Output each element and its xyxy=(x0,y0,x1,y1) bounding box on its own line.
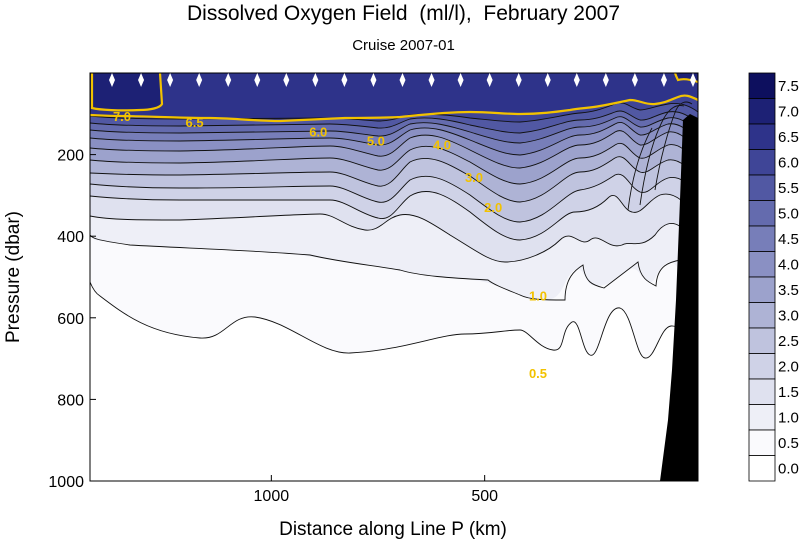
colorbar-swatch-6.5 xyxy=(748,123,776,150)
contour-label-7.0: 7.0 xyxy=(113,109,131,124)
station-marker xyxy=(428,73,435,87)
contour-label-3.0: 3.0 xyxy=(465,170,483,185)
seafloor xyxy=(660,114,698,481)
contour-label-1.0: 1.0 xyxy=(529,288,547,303)
contour-label-4.0: 4.0 xyxy=(433,137,451,152)
colorbar-swatch-5.0 xyxy=(748,200,776,227)
station-marker xyxy=(196,73,203,87)
colorbar-swatch-1.5 xyxy=(748,378,776,405)
station-marker xyxy=(602,73,609,87)
colorbar-swatch-0.0 xyxy=(748,455,776,482)
station-marker xyxy=(341,73,348,87)
station-marker xyxy=(399,73,406,87)
station-markers xyxy=(109,73,696,87)
station-marker xyxy=(515,73,522,87)
colorbar-swatch-1.0 xyxy=(748,404,776,431)
station-marker xyxy=(631,73,638,87)
contour-label-5.0: 5.0 xyxy=(367,133,385,148)
contour-label-6.0: 6.0 xyxy=(309,124,327,139)
y-axis: 200 400 600 800 1000 xyxy=(48,148,96,491)
colorbar-label-3.5: 3.5 xyxy=(778,282,799,299)
colorbar-swatch-5.5 xyxy=(748,174,776,201)
colorbar-label-4.5: 4.5 xyxy=(778,231,799,248)
contour-lines xyxy=(90,101,698,361)
y-axis-title: Pressure (dbar) xyxy=(3,211,24,343)
colorbar-label-1.5: 1.5 xyxy=(778,384,799,401)
x-axis-title: Distance along Line P (km) xyxy=(279,519,507,540)
station-marker xyxy=(138,73,145,87)
colorbar-label-7.5: 7.5 xyxy=(778,78,799,95)
y-tick-label-0: 200 xyxy=(57,148,84,165)
colorbar-swatch-2.5 xyxy=(748,327,776,354)
band-7.0 xyxy=(90,73,162,111)
colorbar-label-4.0: 4.0 xyxy=(778,256,799,273)
station-marker xyxy=(225,73,232,87)
colorbar-label-7.0: 7.0 xyxy=(778,103,799,120)
colorbar-label-6.5: 6.5 xyxy=(778,129,799,146)
colorbar-label-2.5: 2.5 xyxy=(778,333,799,350)
contour-label-2.0: 2.0 xyxy=(484,200,502,215)
station-marker xyxy=(254,73,261,87)
station-marker xyxy=(109,73,115,87)
colorbar-swatch-3.0 xyxy=(748,302,776,329)
x-axis: 1000 500 xyxy=(254,475,498,505)
contour-labels: 7.0 6.5 6.0 5.0 4.0 3.02.0 1.0 0.5 xyxy=(113,109,547,381)
station-marker xyxy=(370,73,377,87)
contour-field xyxy=(90,73,698,481)
y-tick-label-1: 400 xyxy=(57,229,84,246)
station-marker xyxy=(690,73,696,87)
chart-subtitle: Cruise 2007-01 xyxy=(352,37,455,54)
colorbar-swatch-4.5 xyxy=(748,225,776,252)
colorbar-swatch-6.0 xyxy=(748,149,776,176)
station-marker xyxy=(660,73,667,87)
colorbar-swatch-7.0 xyxy=(748,98,776,125)
station-marker xyxy=(544,73,551,87)
plot-frame xyxy=(89,72,699,482)
chart-title: Dissolved Oxygen Field (ml/l), February … xyxy=(187,2,620,25)
colorbar-label-1.0: 1.0 xyxy=(778,409,799,426)
station-marker xyxy=(283,73,290,87)
colorbar-label-0.5: 0.5 xyxy=(778,435,799,452)
colorbar-label-0.0: 0.0 xyxy=(778,460,799,477)
colorbar-label-5.0: 5.0 xyxy=(778,205,799,222)
station-marker xyxy=(573,73,580,87)
station-marker xyxy=(312,73,319,87)
x-tick-label-0: 1000 xyxy=(254,488,290,505)
contour-label-6.5: 6.5 xyxy=(185,115,203,130)
station-marker xyxy=(167,73,174,87)
colorbar-swatch-7.5 xyxy=(748,72,776,99)
y-tick-label-3: 800 xyxy=(57,392,84,409)
colorbar-swatch-3.5 xyxy=(748,276,776,303)
colorbar-label-3.0: 3.0 xyxy=(778,307,799,324)
x-tick-label-1: 500 xyxy=(471,488,498,505)
colorbar-label-6.0: 6.0 xyxy=(778,154,799,171)
band-6.5 xyxy=(90,73,698,121)
colorbar-label-2.0: 2.0 xyxy=(778,358,799,375)
colorbar-label-5.5: 5.5 xyxy=(778,180,799,197)
colorbar-swatch-2.0 xyxy=(748,353,776,380)
y-tick-label-2: 600 xyxy=(57,311,84,328)
station-marker xyxy=(457,73,464,87)
colorbar-swatch-0.5 xyxy=(748,429,776,456)
colorbar-swatch-4.0 xyxy=(748,251,776,278)
contour-label-0.5: 0.5 xyxy=(529,366,547,381)
colorbar: 7.5 7.0 6.5 6.0 5.5 5.0 4.5 4.0 3.5 3.0 2.5 2.0 1.5 1… xyxy=(748,72,799,482)
station-marker xyxy=(486,73,493,87)
y-tick-label-4: 1000 xyxy=(48,474,84,491)
